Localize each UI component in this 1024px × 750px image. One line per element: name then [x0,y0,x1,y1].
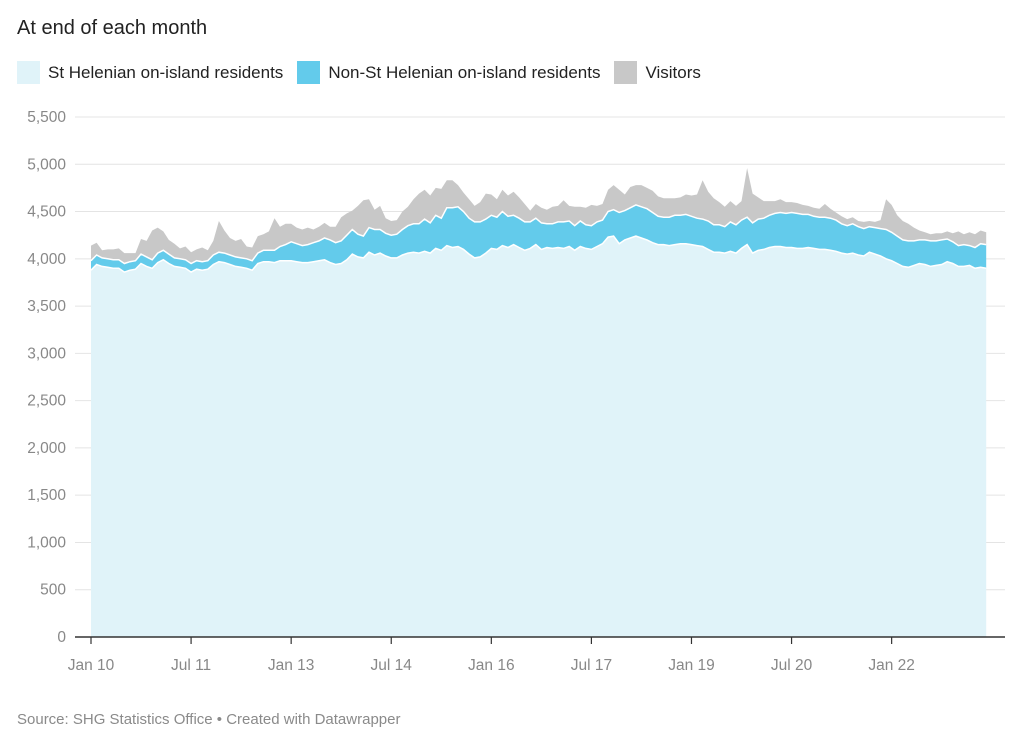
legend-item-st-helenian: St Helenian on-island residents [17,61,283,84]
legend-item-non-st-helenian: Non-St Helenian on-island residents [297,61,600,84]
y-tick-label: 2,000 [27,440,66,457]
legend-swatch-non-st-helenian [297,61,321,84]
area-visitors [91,168,987,264]
x-tick-label: Jan 10 [68,657,115,674]
y-tick-label: 2,500 [27,393,66,410]
y-tick-label: 500 [40,582,66,599]
y-tick-label: 0 [57,629,66,646]
y-tick-label: 3,500 [27,298,66,315]
y-tick-label: 1,500 [27,487,66,504]
legend-label-non-st-helenian: Non-St Helenian on-island residents [328,62,601,82]
source-note: Source: SHG Statistics Office • Created … [17,711,401,728]
chart-plot: 0 500 1,000 1,500 2,000 2,500 3,000 3,500 4,000 4… [27,109,1005,674]
legend-item-visitors: Visitors [614,61,701,84]
y-tick-label: 4,000 [27,251,66,268]
x-tick-label: Jul 17 [571,657,612,674]
legend-label-st-helenian: St Helenian on-island residents [48,62,284,82]
y-tick-label: 1,000 [27,534,66,551]
x-tick-label: Jan 19 [668,657,715,674]
x-tick-label: Jul 14 [371,657,413,674]
y-tick-label: 5,000 [27,156,66,173]
legend: St Helenian on-island residents Non-St H… [17,61,715,84]
legend-swatch-visitors [614,61,638,84]
area-non-st-helenian-on-island-residents [91,204,987,273]
y-tick-label: 4,500 [27,204,66,221]
series-boundary-line [90,235,987,273]
series-boundary-line [90,204,987,265]
chart-title: At end of each month [17,17,208,39]
x-tick-label: Jul 20 [771,657,813,674]
y-tick-label: 3,000 [27,345,66,362]
x-tick-label: Jan 22 [868,657,915,674]
x-tick-label: Jan 13 [268,657,315,674]
x-tick-label: Jan 16 [468,657,515,674]
legend-swatch-st-helenian [17,61,40,84]
x-tick-label: Jul 11 [171,657,211,674]
legend-label-visitors: Visitors [645,62,701,82]
y-tick-label: 5,500 [27,109,66,126]
area-st-helenian-on-island-residents [91,236,987,637]
